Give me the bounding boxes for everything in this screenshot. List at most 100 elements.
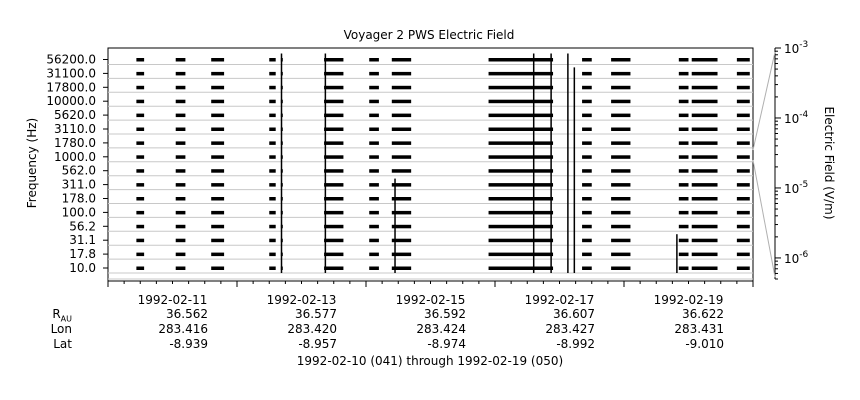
data-segment (736, 71, 750, 76)
data-segment (488, 141, 554, 145)
data-segment (324, 183, 344, 187)
data-segment (391, 71, 412, 76)
data-segment (136, 99, 145, 104)
data-segment (211, 266, 225, 270)
data-segment (488, 210, 554, 215)
plot-frame (107, 47, 754, 282)
data-segment (269, 169, 276, 173)
data-segment (678, 252, 689, 257)
data-segment (611, 169, 631, 173)
data-segment (678, 224, 689, 229)
ephem-lat-5: -9.010 (685, 337, 724, 351)
data-segment (488, 266, 554, 270)
data-segment (269, 71, 276, 76)
data-segment (488, 252, 554, 257)
data-segment (582, 224, 592, 229)
data-segment (369, 252, 379, 257)
data-segment (736, 169, 750, 173)
data-segment (678, 113, 689, 118)
data-segment (211, 71, 225, 76)
y-tick-label: 56.2 (69, 219, 96, 233)
data-segment (211, 58, 225, 62)
data-segment (269, 210, 276, 215)
data-segment (691, 113, 718, 118)
data-segment (369, 238, 379, 243)
data-segment (678, 238, 689, 243)
y-tick-label: 311.0 (62, 178, 96, 192)
data-segment (369, 85, 379, 90)
data-segment (175, 155, 186, 159)
data-segment (691, 58, 718, 62)
data-segment (136, 169, 145, 173)
data-segment (736, 224, 750, 229)
data-segment (678, 210, 689, 215)
ephem-lon-5: 283.431 (674, 322, 724, 336)
colorbar: 10-3 10-4 10-5 10-6 (752, 40, 809, 280)
data-segment (175, 183, 186, 187)
x-tick-label: 1992-02-15 (396, 293, 466, 307)
data-segment (136, 155, 145, 159)
ephem-r-3: 36.592 (424, 307, 466, 321)
data-segment (678, 85, 689, 90)
data-segment (691, 71, 718, 76)
colorbar-connector (752, 51, 776, 151)
data-segment (324, 210, 344, 215)
data-segment (391, 141, 412, 145)
data-segment (611, 141, 631, 145)
data-segment (175, 197, 186, 201)
data-segment (488, 169, 554, 173)
data-segment (691, 224, 718, 229)
data-segment (175, 99, 186, 104)
ephemeris-table: RAU Lon Lat 36.562 283.416 -8.939 36.577… (0, 293, 860, 353)
data-segment (136, 127, 145, 131)
y-tick-label: 31.1 (69, 233, 96, 247)
y-tick-label: 1780.0 (54, 136, 96, 150)
data-segment (736, 113, 750, 118)
data-segment (175, 224, 186, 229)
data-segment (691, 99, 718, 104)
data-segment (678, 127, 689, 131)
r-subscript: AU (60, 314, 72, 324)
colorbar-tick-label: 10-5 (784, 180, 808, 196)
data-segment (324, 252, 344, 257)
data-segment (582, 58, 592, 62)
data-segment (324, 238, 344, 243)
data-segment (611, 127, 631, 131)
data-segment (611, 252, 631, 257)
data-segment (369, 197, 379, 201)
data-segment (611, 58, 631, 62)
data-segment (582, 169, 592, 173)
data-segment (736, 252, 750, 257)
y-tick-label: 100.0 (62, 205, 96, 219)
data-segment (324, 224, 344, 229)
data-segment (324, 71, 344, 76)
data-segment (488, 58, 554, 62)
y-tick-label: 17.8 (69, 247, 96, 261)
data-segment (488, 113, 554, 118)
data-segment (488, 127, 554, 131)
data-segment (175, 141, 186, 145)
y-tick-label: 56200.0 (46, 53, 96, 67)
data-segment (678, 58, 689, 62)
data-segment (269, 224, 276, 229)
data-segment (211, 141, 225, 145)
data-segment (369, 169, 379, 173)
y-axis-ticks: 10.017.831.156.2100.0178.0311.0562.01000… (46, 53, 108, 275)
data-segment (175, 169, 186, 173)
data-segment (691, 252, 718, 257)
data-segment (324, 127, 344, 131)
data-segment (369, 127, 379, 131)
data-segment (391, 85, 412, 90)
data-segment (211, 224, 225, 229)
data-segment (175, 127, 186, 131)
data-segment (582, 141, 592, 145)
data-segment (269, 113, 276, 118)
data-segment (136, 141, 145, 145)
data-segment (678, 183, 689, 187)
data-segment (611, 99, 631, 104)
ephem-lon-4: 283.427 (545, 322, 595, 336)
data-segment (369, 58, 379, 62)
ephem-lat-2: -8.957 (298, 337, 337, 351)
data-segment (736, 99, 750, 104)
data-segment (488, 238, 554, 243)
